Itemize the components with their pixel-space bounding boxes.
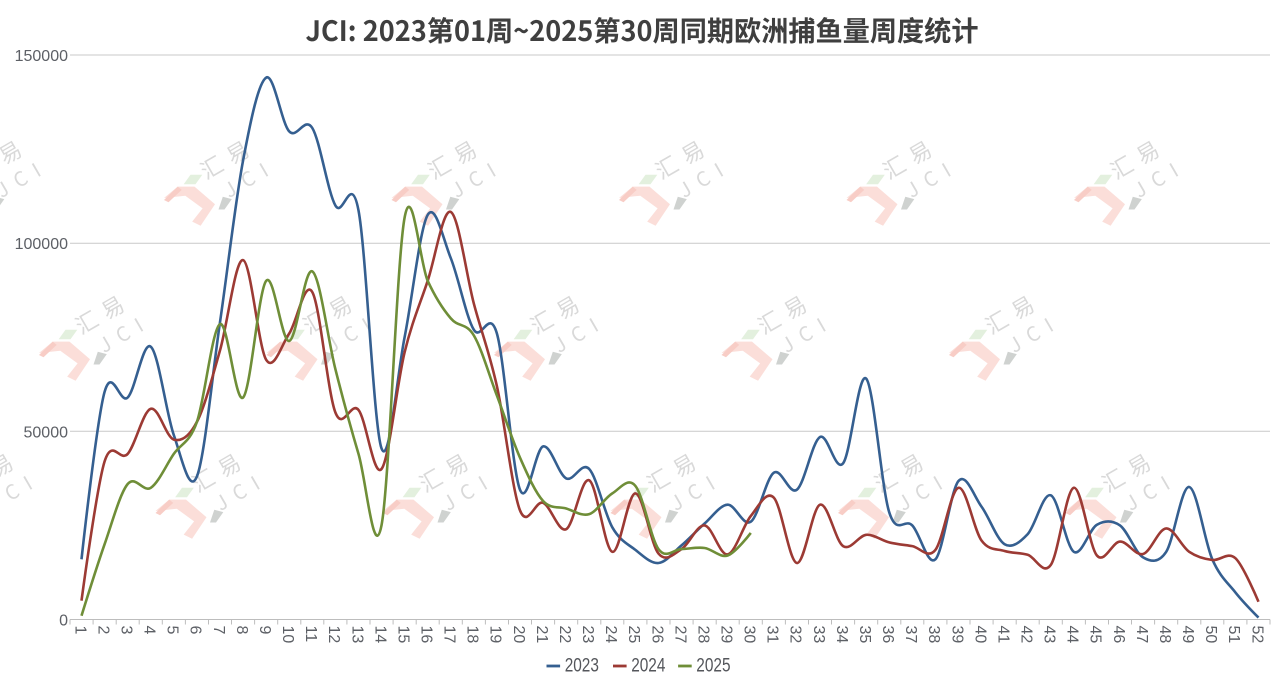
svg-text:39: 39 (948, 626, 965, 644)
svg-text:52: 52 (1248, 626, 1265, 644)
svg-text:18: 18 (464, 626, 481, 644)
svg-text:9: 9 (256, 626, 273, 635)
svg-text:12: 12 (325, 626, 342, 644)
svg-text:4: 4 (141, 626, 158, 635)
svg-text:44: 44 (1064, 626, 1081, 644)
svg-text:29: 29 (718, 626, 735, 644)
svg-text:22: 22 (556, 626, 573, 644)
svg-text:2: 2 (94, 626, 111, 635)
svg-text:51: 51 (1225, 626, 1242, 644)
svg-text:40: 40 (971, 626, 988, 644)
svg-text:2025: 2025 (696, 654, 730, 676)
svg-text:45: 45 (1087, 626, 1104, 644)
svg-text:17: 17 (441, 626, 458, 644)
svg-text:7: 7 (210, 626, 227, 635)
svg-text:38: 38 (925, 626, 942, 644)
svg-text:48: 48 (1156, 626, 1173, 644)
svg-text:11: 11 (302, 626, 319, 643)
svg-text:25: 25 (625, 626, 642, 644)
svg-text:47: 47 (1133, 626, 1150, 644)
svg-text:0: 0 (59, 613, 68, 630)
svg-text:35: 35 (856, 626, 873, 644)
svg-text:14: 14 (371, 626, 388, 644)
svg-text:36: 36 (879, 626, 896, 644)
svg-text:15: 15 (394, 626, 411, 644)
svg-text:2023: 2023 (565, 654, 599, 676)
svg-text:31: 31 (764, 626, 781, 644)
svg-text:42: 42 (1018, 626, 1035, 644)
svg-text:21: 21 (533, 626, 550, 644)
svg-text:30: 30 (741, 626, 758, 644)
svg-text:6: 6 (187, 626, 204, 635)
svg-text:150000: 150000 (15, 48, 68, 65)
svg-text:43: 43 (1041, 626, 1058, 644)
svg-text:27: 27 (671, 626, 688, 644)
svg-text:24: 24 (602, 626, 619, 644)
svg-text:5: 5 (164, 626, 181, 635)
svg-text:50: 50 (1202, 626, 1219, 644)
svg-text:33: 33 (810, 626, 827, 644)
svg-text:28: 28 (694, 626, 711, 644)
svg-text:19: 19 (487, 626, 504, 644)
svg-text:10: 10 (279, 626, 296, 644)
svg-text:2024: 2024 (631, 654, 666, 676)
svg-text:8: 8 (233, 626, 250, 635)
svg-text:3: 3 (118, 626, 135, 635)
svg-text:20: 20 (510, 626, 527, 644)
svg-text:13: 13 (348, 626, 365, 644)
svg-text:50000: 50000 (24, 424, 69, 441)
svg-text:16: 16 (418, 626, 435, 644)
svg-text:37: 37 (902, 626, 919, 644)
svg-text:1: 1 (71, 626, 88, 635)
svg-text:32: 32 (787, 626, 804, 644)
svg-text:23: 23 (579, 626, 596, 644)
svg-text:26: 26 (648, 626, 665, 644)
svg-text:34: 34 (833, 626, 850, 644)
svg-text:100000: 100000 (15, 236, 68, 253)
svg-text:49: 49 (1179, 626, 1196, 644)
svg-text:46: 46 (1110, 626, 1127, 644)
svg-text:41: 41 (994, 626, 1011, 644)
